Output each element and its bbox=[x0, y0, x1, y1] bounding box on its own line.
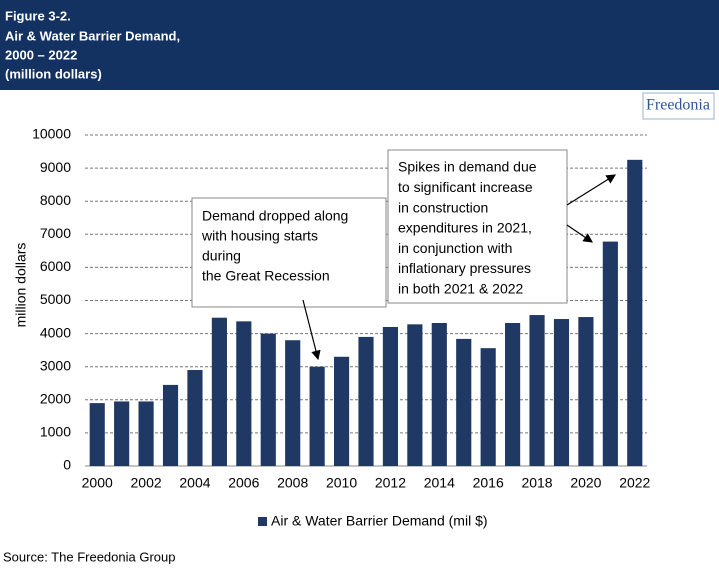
bar bbox=[333, 356, 350, 466]
annotation-text: in construction bbox=[398, 199, 488, 215]
bar bbox=[114, 401, 130, 466]
bar bbox=[187, 370, 203, 466]
bar bbox=[553, 319, 570, 466]
bar bbox=[456, 338, 472, 466]
y-tick-label: 5000 bbox=[40, 291, 71, 307]
bar bbox=[602, 241, 618, 466]
y-axis-title: million dollars bbox=[13, 243, 29, 328]
bar bbox=[627, 159, 643, 466]
bar bbox=[236, 321, 252, 466]
y-tick-label: 3000 bbox=[40, 357, 71, 373]
annotation-arrow bbox=[566, 174, 617, 206]
logo: Freedonia bbox=[646, 97, 710, 114]
header-line: Figure 3-2. bbox=[5, 8, 71, 23]
bar bbox=[358, 336, 374, 466]
legend-swatch bbox=[258, 517, 267, 526]
annotation-text: inflationary pressures bbox=[398, 260, 531, 276]
y-tick-label: 2000 bbox=[40, 391, 71, 407]
bar bbox=[505, 323, 521, 466]
bar bbox=[529, 315, 545, 466]
x-tick-label: 2010 bbox=[326, 475, 357, 491]
header-line: 2000 – 2022 bbox=[5, 47, 77, 62]
x-tick-label: 2014 bbox=[424, 475, 455, 491]
bar bbox=[138, 401, 154, 466]
bar bbox=[309, 366, 325, 466]
x-tick-label: 2018 bbox=[521, 475, 552, 491]
bar bbox=[480, 348, 496, 466]
legend-label: Air & Water Barrier Demand (mil $) bbox=[271, 513, 488, 529]
header-line: (million dollars) bbox=[5, 66, 102, 81]
annotation-text: during bbox=[202, 248, 241, 264]
annotation-box bbox=[191, 197, 387, 308]
annotation-arrow bbox=[302, 299, 321, 361]
bar bbox=[407, 324, 423, 466]
x-tick-label: 2012 bbox=[375, 475, 406, 491]
annotation-text: Spikes in demand due bbox=[398, 159, 537, 175]
annotation-text: with housing starts bbox=[201, 228, 318, 244]
header-line: Air & Water Barrier Demand, bbox=[5, 28, 180, 43]
y-tick-label: 1000 bbox=[40, 424, 71, 440]
annotation-arrow bbox=[566, 224, 593, 243]
source: Source: The Freedonia Group bbox=[3, 549, 175, 564]
bar bbox=[431, 323, 447, 466]
bar bbox=[162, 384, 179, 466]
annotation-text: Demand dropped along bbox=[202, 208, 348, 224]
y-tick-label: 10000 bbox=[32, 126, 71, 142]
x-tick-label: 2006 bbox=[228, 475, 259, 491]
x-tick-label: 2022 bbox=[619, 475, 650, 491]
logo-box bbox=[642, 92, 715, 120]
x-tick-label: 2000 bbox=[82, 475, 113, 491]
annotation-text: the Great Recession bbox=[202, 268, 330, 284]
y-tick-label: 8000 bbox=[40, 192, 71, 208]
y-tick-label: 9000 bbox=[40, 159, 71, 175]
bar bbox=[382, 326, 399, 466]
bar bbox=[285, 340, 301, 466]
y-tick-label: 0 bbox=[63, 457, 71, 473]
x-tick-label: 2016 bbox=[473, 475, 504, 491]
y-tick-label: 7000 bbox=[40, 225, 71, 241]
bar bbox=[89, 403, 105, 466]
header-band bbox=[0, 0, 719, 90]
x-tick-label: 2008 bbox=[277, 475, 308, 491]
x-tick-label: 2004 bbox=[179, 475, 210, 491]
annotation-text: to significant increase bbox=[398, 179, 533, 195]
annotation-text: in both 2021 & 2022 bbox=[398, 281, 524, 297]
bar bbox=[260, 333, 276, 466]
annotation-box bbox=[387, 149, 568, 304]
annotation-text: in conjunction with bbox=[398, 240, 512, 256]
y-tick-label: 6000 bbox=[40, 258, 71, 274]
x-tick-label: 2020 bbox=[570, 475, 601, 491]
y-tick-label: 4000 bbox=[40, 324, 71, 340]
annotation-text: expenditures in 2021, bbox=[398, 220, 532, 236]
bar bbox=[211, 317, 227, 466]
x-tick-label: 2002 bbox=[131, 475, 162, 491]
bar bbox=[578, 317, 594, 466]
